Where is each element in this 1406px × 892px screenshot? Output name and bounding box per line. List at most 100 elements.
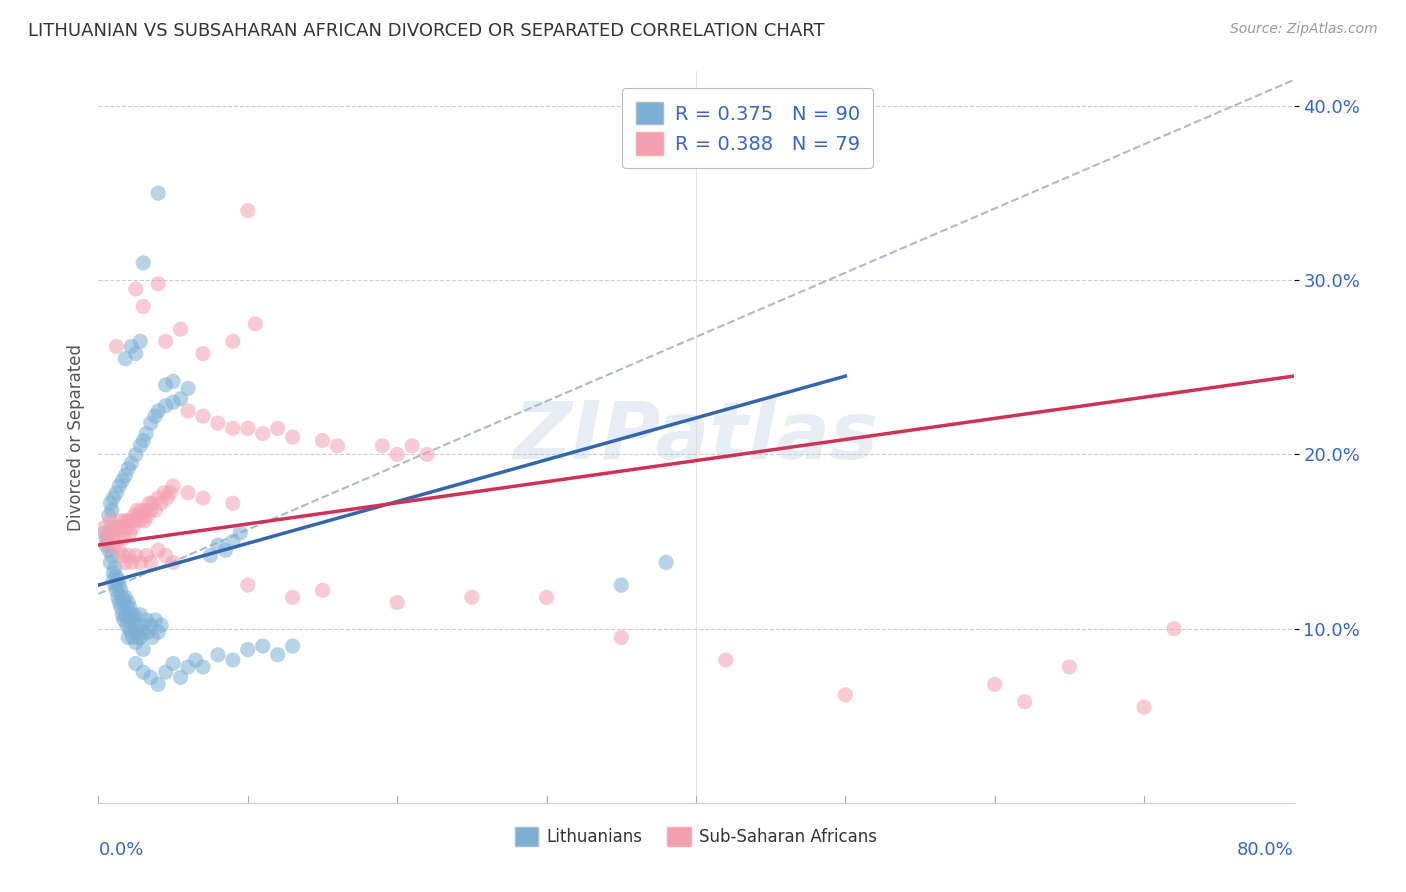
Point bbox=[136, 508, 159, 523]
Point bbox=[150, 618, 173, 632]
Point bbox=[112, 613, 135, 627]
Point bbox=[162, 479, 184, 493]
Point bbox=[96, 531, 118, 545]
Point bbox=[236, 642, 259, 657]
Point bbox=[128, 631, 150, 645]
Point bbox=[184, 653, 207, 667]
Point bbox=[252, 426, 274, 441]
Point bbox=[207, 416, 229, 430]
Point bbox=[162, 375, 184, 389]
Point bbox=[114, 468, 136, 483]
Point bbox=[153, 485, 176, 500]
Point bbox=[132, 434, 155, 448]
Point bbox=[120, 514, 142, 528]
Point bbox=[155, 377, 177, 392]
Point bbox=[714, 653, 737, 667]
Point bbox=[93, 525, 115, 540]
Point bbox=[222, 421, 245, 435]
Point bbox=[108, 578, 131, 592]
Point bbox=[148, 543, 170, 558]
Point bbox=[139, 503, 162, 517]
Point bbox=[148, 404, 170, 418]
Point bbox=[118, 622, 141, 636]
Point bbox=[416, 448, 439, 462]
Point bbox=[105, 569, 128, 583]
Point bbox=[191, 346, 214, 360]
Point bbox=[110, 583, 132, 598]
Point bbox=[236, 578, 259, 592]
Point bbox=[136, 625, 159, 640]
Point bbox=[169, 392, 191, 406]
Point bbox=[120, 339, 142, 353]
Point bbox=[148, 186, 170, 201]
Point bbox=[114, 591, 136, 605]
Point bbox=[281, 430, 304, 444]
Point bbox=[461, 591, 484, 605]
Point bbox=[139, 670, 162, 684]
Point bbox=[129, 334, 152, 349]
Point bbox=[118, 600, 141, 615]
Point bbox=[222, 334, 245, 349]
Point bbox=[1163, 622, 1185, 636]
Point bbox=[127, 625, 149, 640]
Point bbox=[115, 600, 138, 615]
Point bbox=[134, 514, 156, 528]
Text: LITHUANIAN VS SUBSAHARAN AFRICAN DIVORCED OR SEPARATED CORRELATION CHART: LITHUANIAN VS SUBSAHARAN AFRICAN DIVORCE… bbox=[28, 22, 825, 40]
Point bbox=[101, 549, 124, 563]
Point bbox=[120, 625, 142, 640]
Point bbox=[129, 631, 152, 645]
Point bbox=[125, 618, 148, 632]
Point bbox=[610, 578, 633, 592]
Point bbox=[115, 521, 138, 535]
Point bbox=[162, 556, 184, 570]
Point bbox=[108, 595, 131, 609]
Point bbox=[655, 556, 678, 570]
Point bbox=[138, 496, 160, 510]
Point bbox=[155, 334, 177, 349]
Point bbox=[141, 496, 163, 510]
Point bbox=[141, 631, 163, 645]
Point bbox=[155, 549, 177, 563]
Point bbox=[104, 578, 127, 592]
Point bbox=[120, 607, 142, 622]
Point bbox=[207, 538, 229, 552]
Point bbox=[93, 521, 115, 535]
Point bbox=[132, 300, 155, 314]
Point bbox=[128, 508, 150, 523]
Point bbox=[191, 409, 214, 424]
Point bbox=[222, 653, 245, 667]
Point bbox=[114, 556, 136, 570]
Point bbox=[94, 531, 117, 545]
Point bbox=[155, 665, 177, 680]
Point bbox=[107, 573, 129, 587]
Point bbox=[125, 657, 148, 671]
Point bbox=[385, 595, 409, 609]
Point bbox=[129, 439, 152, 453]
Point bbox=[281, 639, 304, 653]
Point bbox=[156, 491, 179, 505]
Point bbox=[110, 514, 132, 528]
Point bbox=[98, 556, 122, 570]
Point bbox=[120, 456, 142, 470]
Point bbox=[127, 503, 149, 517]
Point bbox=[125, 346, 148, 360]
Point bbox=[112, 595, 135, 609]
Point bbox=[111, 521, 134, 535]
Point bbox=[104, 538, 127, 552]
Point bbox=[143, 409, 166, 424]
Point bbox=[169, 670, 191, 684]
Text: 80.0%: 80.0% bbox=[1237, 841, 1294, 859]
Point bbox=[121, 613, 143, 627]
Point bbox=[121, 521, 143, 535]
Point bbox=[401, 439, 423, 453]
Point bbox=[143, 613, 166, 627]
Text: Source: ZipAtlas.com: Source: ZipAtlas.com bbox=[1230, 22, 1378, 37]
Point bbox=[191, 491, 214, 505]
Point bbox=[236, 203, 259, 218]
Point bbox=[177, 381, 200, 395]
Point bbox=[129, 514, 152, 528]
Point bbox=[267, 648, 290, 662]
Point bbox=[114, 351, 136, 366]
Point bbox=[222, 496, 245, 510]
Point bbox=[135, 426, 157, 441]
